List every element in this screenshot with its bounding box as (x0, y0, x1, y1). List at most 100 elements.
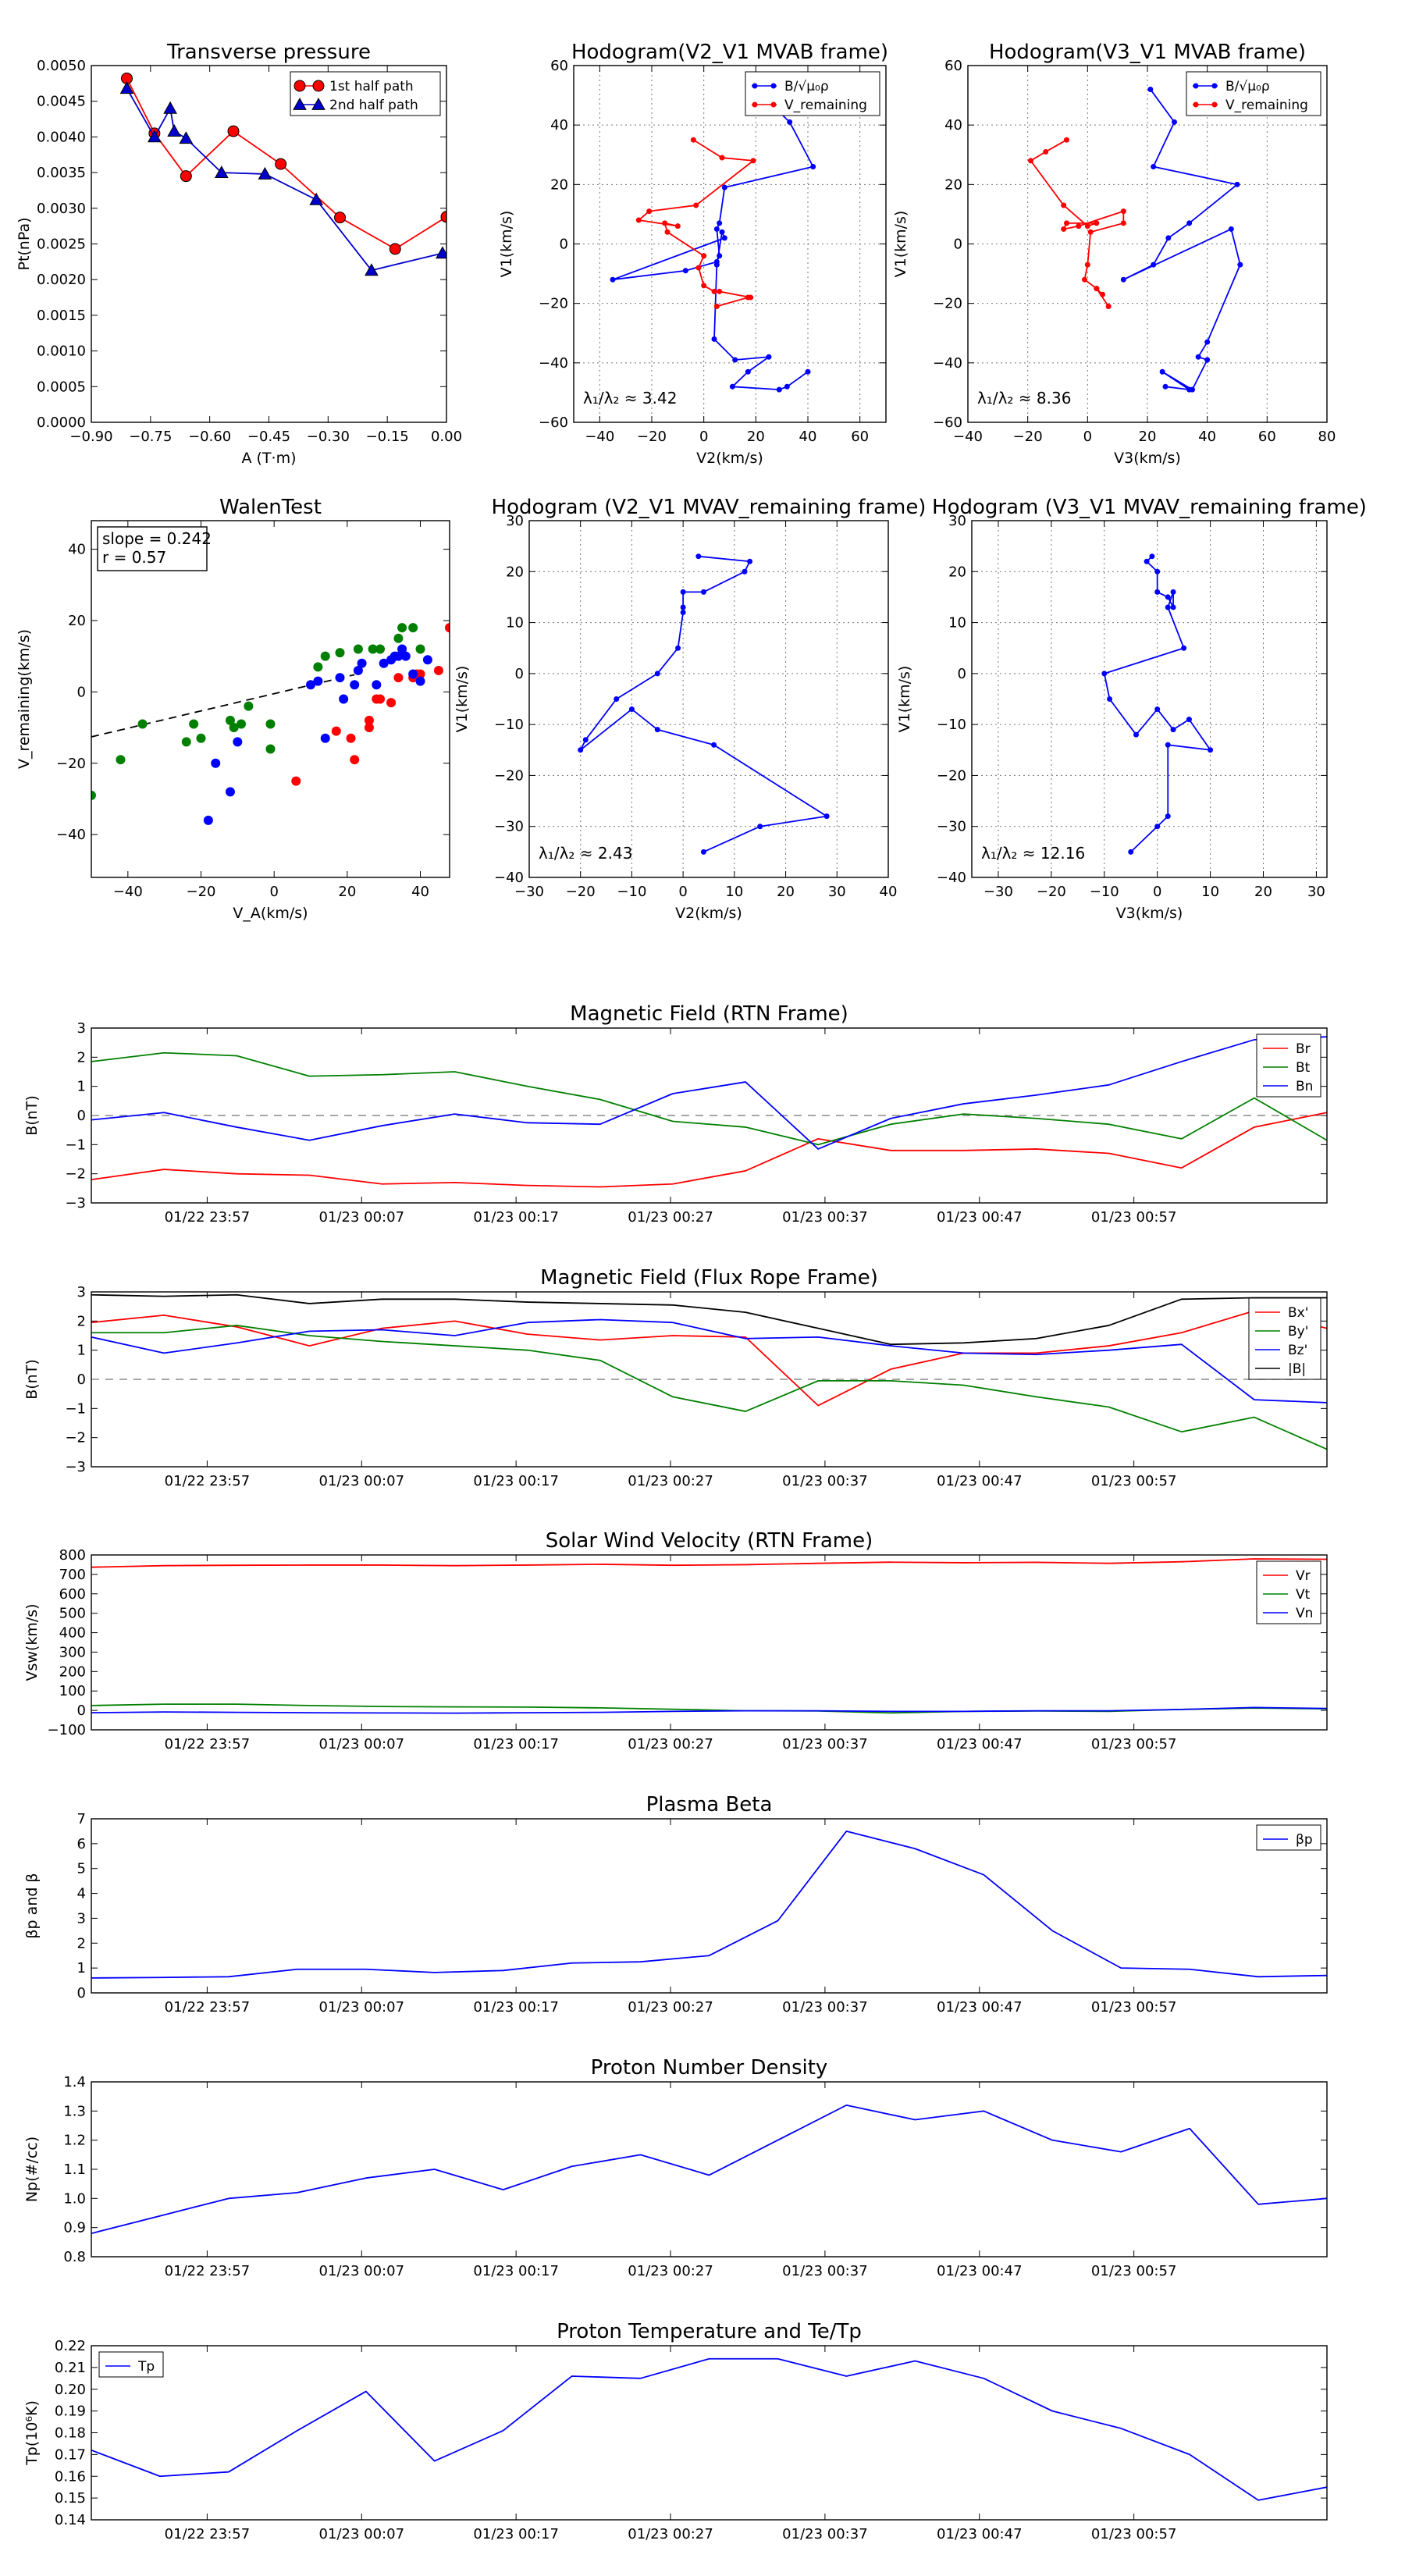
x-tick-label: 30 (1307, 884, 1325, 900)
legend-label: Br (1296, 1041, 1311, 1057)
y-tick-label: 60 (944, 58, 962, 74)
x-tick-label: 40 (411, 884, 429, 900)
plot-area (91, 1036, 1327, 1188)
chart-np: Proton Number Density 01/22 23:57 01/23 00… (23, 2056, 1328, 2279)
legend-marker (293, 80, 306, 92)
x-tick-label: 0 (678, 884, 687, 900)
data-point (1061, 202, 1067, 208)
data-point (1128, 849, 1134, 855)
plot-area (119, 72, 446, 276)
axes-frame (91, 520, 450, 878)
x-tick-label: 01/23 00:27 (628, 1473, 713, 1489)
chart-hod4: Hodogram (V3_V1 MVAV_remaining frame) −30… (896, 496, 1367, 922)
data-point (179, 131, 194, 144)
x-tick-label: 0 (699, 429, 708, 445)
data-point (1165, 813, 1171, 820)
y-axis-label: Np(#/cc) (23, 2137, 41, 2202)
chart-vel: Solar Wind Velocity (RTN Frame) 01/22 23:… (23, 1529, 1328, 1752)
data-point (1094, 286, 1100, 292)
chart-tp2: Proton Temperature and Te/Tp 01/22 23:57 0… (23, 2320, 1328, 2542)
chart-walen: WalenTest −40 −20 0 20 40 −40 −20 0 20 40 V_A(km/s)… (16, 496, 450, 922)
chart-title: Hodogram(V2_V1 MVAB frame) (571, 41, 888, 64)
y-tick-label: 1 (77, 1343, 86, 1359)
y-tick-label: 10 (948, 615, 966, 632)
x-tick-label: 01/23 00:17 (473, 2526, 558, 2542)
data-point (1084, 223, 1090, 229)
data-point (1107, 696, 1113, 702)
data-point (211, 758, 221, 768)
series-line (91, 1325, 1327, 1450)
data-point (415, 669, 425, 679)
x-axis-label: V_A(km/s) (233, 905, 308, 922)
x-tick-label: −20 (1013, 429, 1043, 445)
y-tick-label: 200 (59, 1663, 86, 1680)
data-point (313, 662, 323, 672)
x-tick-label: 01/23 00:47 (937, 1473, 1022, 1489)
y-tick-label: 1.0 (63, 2190, 86, 2207)
data-point (1151, 163, 1157, 169)
data-point (695, 553, 702, 560)
y-tick-label: −60 (933, 415, 962, 431)
data-point (214, 165, 229, 178)
legend: Bx' By' Bz' |B| (1248, 1297, 1321, 1380)
y-tick-label: 40 (944, 117, 962, 133)
data-point (1234, 181, 1240, 187)
chart-hod2: Hodogram(V3_V1 MVAB frame) −40 −20 0 20 40 60 8… (892, 41, 1336, 467)
x-tick-label: −20 (187, 884, 216, 900)
legend-marker (1193, 101, 1199, 108)
y-axis-label: V1(km/s) (454, 666, 471, 733)
data-point (365, 263, 379, 276)
data-point (244, 701, 254, 711)
y-tick-label: 0.0015 (37, 308, 86, 324)
data-point (1170, 727, 1176, 733)
y-tick-label: 0.19 (55, 2403, 86, 2420)
ratio-annotation: λ₁/λ₂ ≈ 3.42 (583, 389, 677, 407)
axes-frame (91, 2345, 1328, 2521)
y-tick-label: 40 (68, 542, 86, 558)
data-point (397, 644, 407, 654)
data-point (721, 184, 727, 190)
series-line (1030, 139, 1125, 307)
x-tick-label: 01/23 00:47 (937, 2263, 1022, 2279)
y-tick-label: 0.0005 (37, 379, 86, 395)
legend-label: 2nd half path (329, 98, 418, 113)
data-point (91, 790, 96, 800)
chart-title: Proton Number Density (591, 2056, 828, 2080)
legend-marker (1211, 101, 1218, 108)
x-tick-label: −40 (113, 884, 143, 900)
data-point (1028, 158, 1033, 164)
data-point (701, 253, 707, 259)
data-point (116, 755, 126, 765)
data-point (747, 558, 753, 564)
legend: Vr Vt Vn (1256, 1560, 1321, 1624)
data-point (695, 265, 702, 271)
data-point (646, 208, 653, 215)
data-point (610, 276, 616, 283)
y-axis-label: Pt(nPa) (16, 217, 33, 270)
x-tick-label: 01/23 00:47 (937, 1736, 1022, 1752)
legend-box (1256, 1824, 1321, 1851)
data-point (265, 744, 276, 754)
axes-frame (91, 2081, 1328, 2258)
y-tick-label: 5 (77, 1861, 86, 1877)
data-point (320, 733, 330, 743)
y-tick-label: 0.14 (55, 2512, 86, 2528)
x-tick-label: 20 (1139, 429, 1157, 445)
x-tick-label: 01/23 00:57 (1091, 1999, 1176, 2016)
data-point (732, 357, 738, 363)
x-tick-label: 20 (338, 884, 356, 900)
y-tick-label: 0 (77, 1108, 86, 1124)
data-point (680, 604, 686, 610)
x-tick-label: 01/23 00:47 (937, 1209, 1022, 1226)
data-point (1186, 220, 1193, 226)
data-point (713, 226, 720, 232)
y-tick-label: −40 (494, 870, 524, 886)
x-tick-label: 40 (880, 884, 898, 900)
x-tick-label: 40 (1198, 429, 1216, 445)
y-tick-label: 30 (506, 513, 524, 529)
x-tick-label: −0.75 (129, 429, 172, 445)
data-point (1186, 386, 1193, 393)
y-tick-label: −20 (937, 767, 966, 784)
data-point (1237, 262, 1243, 268)
